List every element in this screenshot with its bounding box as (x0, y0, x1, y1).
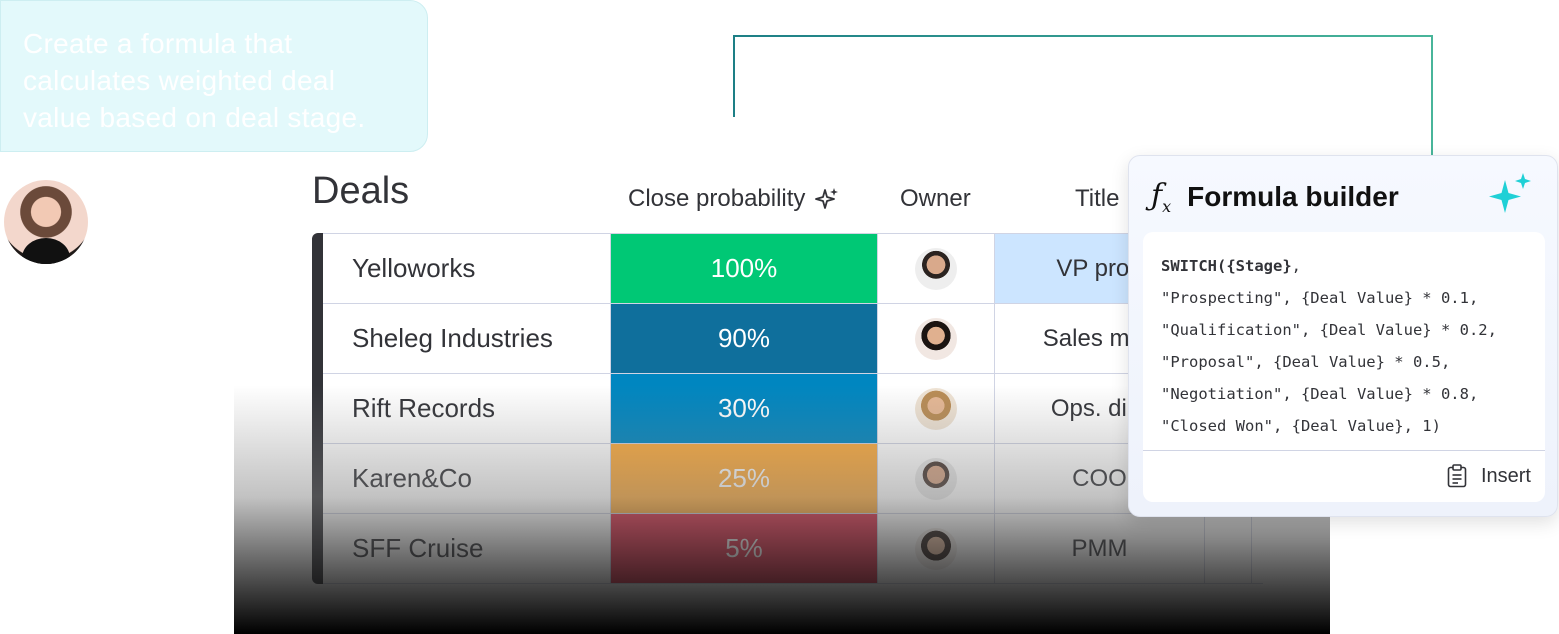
code-line-2: "Prospecting", {Deal Value} * 0.1, (1161, 289, 1479, 307)
insert-button[interactable]: Insert (1447, 464, 1531, 488)
formula-code-box[interactable]: SWITCH({Stage}, "Prospecting", {Deal Val… (1143, 232, 1545, 502)
formula-builder-header: ƒx Formula builder (1151, 178, 1399, 216)
table-row[interactable]: SFF Cruise 5% PMM (323, 514, 1263, 584)
code-line-5: "Negotiation", {Deal Value} * 0.8, (1161, 385, 1479, 403)
deal-name-cell[interactable]: SFF Cruise (323, 514, 611, 583)
deal-name-cell[interactable]: Yelloworks (323, 234, 611, 303)
probability-cell[interactable]: 100% (611, 234, 878, 303)
deal-name-cell[interactable]: Karen&Co (323, 444, 611, 513)
owner-avatar (915, 247, 957, 290)
deal-name-cell[interactable]: Rift Records (323, 374, 611, 443)
owner-avatar (915, 457, 957, 500)
board-title: Deals (312, 170, 410, 212)
empty-cell (1205, 514, 1252, 583)
column-header-owner[interactable]: Owner (900, 185, 971, 212)
probability-cell[interactable]: 5% (611, 514, 878, 583)
ai-sparkle-icon (1489, 173, 1531, 213)
column-header-probability[interactable]: Close probability (628, 185, 839, 213)
ai-prompt-text: Create a formula that calculates weighte… (23, 28, 366, 133)
owner-cell[interactable] (878, 444, 995, 513)
connector-line (733, 35, 1433, 155)
code-function-name: SWITCH({Stage} (1161, 257, 1292, 275)
table-row[interactable]: Karen&Co 25% COO (323, 444, 1263, 514)
ai-prompt-bubble: Create a formula that calculates weighte… (0, 0, 428, 152)
formula-builder-panel: ƒx Formula builder SWITCH({Stage}, "Pros… (1128, 155, 1558, 517)
clipboard-icon (1447, 464, 1467, 488)
function-icon: ƒx (1151, 178, 1172, 216)
owner-avatar (915, 527, 957, 570)
owner-avatar (915, 387, 957, 430)
probability-cell[interactable]: 90% (611, 304, 878, 373)
table-row[interactable]: Yelloworks 100% VP prod (323, 233, 1263, 304)
deals-table: Yelloworks 100% VP prod Sheleg Industrie… (312, 233, 1263, 584)
connector-mask (733, 117, 739, 157)
code-line-4: "Proposal", {Deal Value} * 0.5, (1161, 353, 1451, 371)
probability-cell[interactable]: 30% (611, 374, 878, 443)
owner-avatar (915, 317, 957, 360)
table-row[interactable]: Rift Records 30% Ops. dire (323, 374, 1263, 444)
title-cell[interactable]: PMM (995, 514, 1205, 583)
owner-cell[interactable] (878, 234, 995, 303)
insert-label: Insert (1480, 464, 1531, 487)
ai-sparkle-icon (815, 188, 839, 209)
table-row[interactable]: Sheleg Industries 90% Sales man (323, 304, 1263, 374)
code-line-1-rest: , (1291, 257, 1301, 275)
user-avatar (4, 180, 88, 264)
code-line-3: "Qualification", {Deal Value} * 0.2, (1161, 321, 1497, 339)
owner-cell[interactable] (878, 514, 995, 583)
formula-code: SWITCH({Stage}, "Prospecting", {Deal Val… (1161, 250, 1497, 442)
probability-cell[interactable]: 25% (611, 444, 878, 513)
owner-cell[interactable] (878, 304, 995, 373)
deal-name-cell[interactable]: Sheleg Industries (323, 304, 611, 373)
column-header-title[interactable]: Title (1075, 185, 1120, 212)
column-header-probability-label: Close probability (628, 185, 806, 212)
divider (1143, 450, 1545, 451)
formula-builder-title: Formula builder (1187, 181, 1399, 212)
owner-cell[interactable] (878, 374, 995, 443)
code-line-6: "Closed Won", {Deal Value}, 1) (1161, 417, 1441, 435)
